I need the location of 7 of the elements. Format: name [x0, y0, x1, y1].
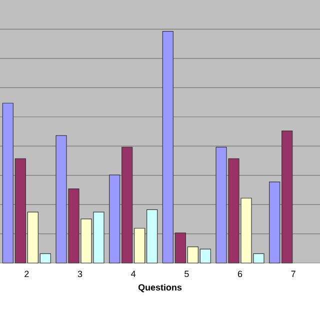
x-axis-title: Questions: [138, 284, 182, 292]
x-tick-label: 6: [238, 270, 242, 278]
x-tick-label: 4: [131, 270, 136, 277]
x-tick-label: 3: [78, 270, 82, 278]
x-tick-label: 7: [291, 270, 296, 277]
x-tick-label: 5: [184, 270, 189, 278]
x-tick-label: 2: [24, 270, 29, 278]
